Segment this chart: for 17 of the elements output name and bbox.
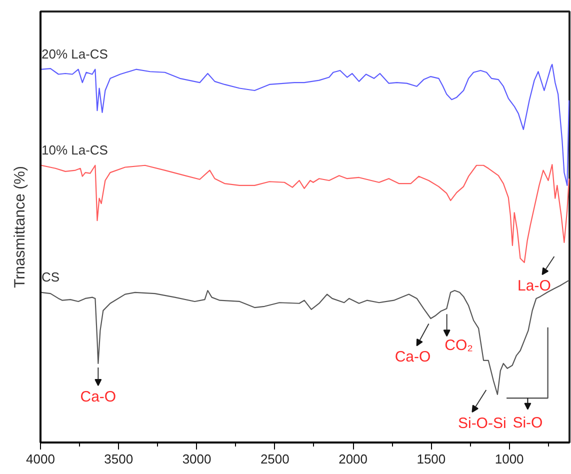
annotation: Si-O bbox=[512, 414, 543, 432]
annotation: CO₂ bbox=[444, 337, 474, 354]
series-label: 10% La-CS bbox=[42, 142, 108, 158]
x-tick-label: 3500 bbox=[104, 452, 134, 466]
annotation: La-O bbox=[518, 278, 551, 294]
series-label: CS bbox=[42, 269, 60, 284]
annotation: Ca-O bbox=[80, 388, 116, 406]
x-tick-label: 1500 bbox=[416, 452, 446, 466]
x-tick-label: 4000 bbox=[26, 452, 55, 466]
y-axis-title: Trnasmittance (%) bbox=[12, 166, 28, 288]
x-tick-label: 2000 bbox=[338, 452, 368, 466]
x-tick-label: 2500 bbox=[260, 452, 290, 466]
annotation: Ca-O bbox=[394, 348, 431, 366]
x-tick-label: 1000 bbox=[494, 452, 524, 466]
annotation: Si-O-Si bbox=[458, 415, 506, 432]
x-tick-label: 3000 bbox=[182, 452, 212, 466]
series-label: 20% La-CS bbox=[42, 46, 108, 62]
